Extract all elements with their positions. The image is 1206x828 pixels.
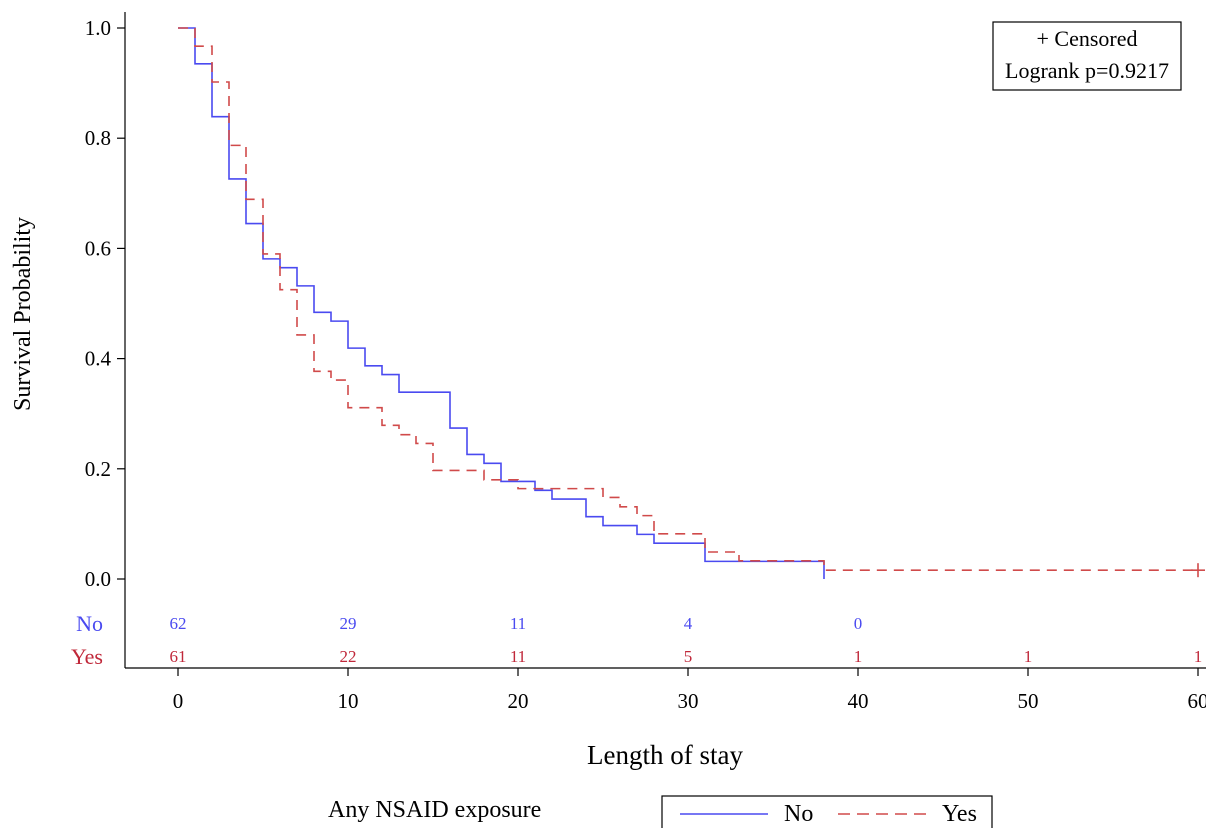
at-risk-count: 1 xyxy=(1194,647,1203,666)
at-risk-count: 0 xyxy=(854,614,863,633)
at-risk-count: 22 xyxy=(340,647,357,666)
x-tick-label: 10 xyxy=(338,689,359,713)
at-risk-count: 1 xyxy=(1024,647,1033,666)
at-risk-count: 11 xyxy=(510,614,526,633)
inset-box: + Censored Logrank p=0.9217 xyxy=(992,21,1182,91)
x-tick-label: 0 xyxy=(173,689,184,713)
at-risk-count: 4 xyxy=(684,614,693,633)
x-axis-label: Length of stay xyxy=(587,740,743,770)
y-tick-label: 0.4 xyxy=(85,347,112,371)
at-risk-count: 29 xyxy=(340,614,357,633)
y-tick-label: 1.0 xyxy=(85,16,111,40)
y-tick-label: 0.6 xyxy=(85,236,111,260)
survival-curve-yes xyxy=(178,27,1198,571)
inset-censored-text: + Censored xyxy=(1037,26,1138,51)
legend-label-yes: Yes xyxy=(942,801,977,827)
x-tick-label: 30 xyxy=(678,689,699,713)
x-tick-label: 20 xyxy=(508,689,529,713)
inset-box-frame xyxy=(992,21,1182,91)
at-risk-count: 62 xyxy=(170,614,187,633)
inset-logrank-text: Logrank p=0.9217 xyxy=(1005,58,1169,83)
y-axis-label: Survival Probability xyxy=(10,217,36,411)
at-risk-count: 5 xyxy=(684,647,693,666)
series-group xyxy=(178,27,1205,579)
at-risk-count: 61 xyxy=(170,647,187,666)
legend-label-no: No xyxy=(784,801,813,827)
legend-title: Any NSAID exposure xyxy=(328,797,541,823)
axes: 0.00.20.40.60.81.00 10 20 30 40 50 60 xyxy=(85,12,1206,713)
legend-frame xyxy=(661,795,993,828)
at-risk-count: 11 xyxy=(510,647,526,666)
y-tick-label: 0.0 xyxy=(85,567,111,591)
at-risk-label-yes: Yes xyxy=(71,644,103,669)
x-tick-label: 60 xyxy=(1188,689,1206,713)
at-risk-count: 1 xyxy=(854,647,863,666)
at-risk-label-no: No xyxy=(76,611,103,636)
y-tick-label: 0.2 xyxy=(85,457,111,481)
x-tick-label: 50 xyxy=(1018,689,1039,713)
y-tick-label: 0.8 xyxy=(85,126,111,150)
legend: Any NSAID exposure No Yes xyxy=(328,795,993,828)
x-tick-label: 40 xyxy=(848,689,869,713)
survival-curve-no xyxy=(178,27,825,579)
